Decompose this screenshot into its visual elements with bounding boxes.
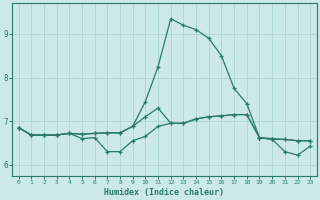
X-axis label: Humidex (Indice chaleur): Humidex (Indice chaleur) [104, 188, 224, 197]
